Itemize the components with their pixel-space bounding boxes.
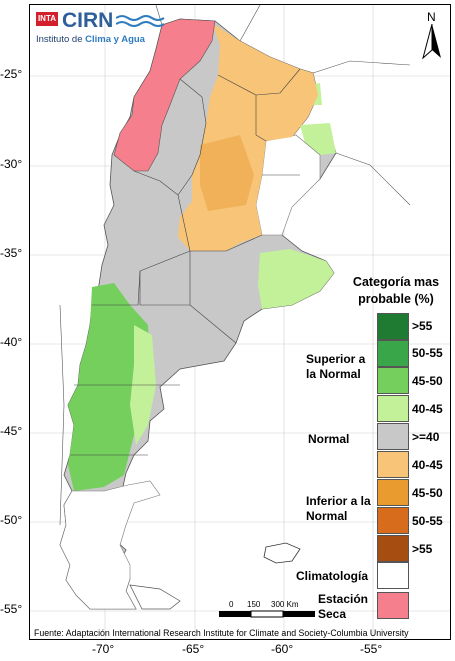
legend-swatch — [377, 562, 409, 589]
lon-label: -60° — [271, 642, 294, 656]
north-letter: N — [427, 10, 436, 24]
legend-label: 40-45 — [412, 458, 443, 472]
legend-group-inferior: Inferior a la Normal — [306, 494, 371, 523]
legend-swatch — [377, 367, 409, 394]
north-arrow: N — [421, 10, 443, 60]
lon-label: -70° — [92, 642, 115, 656]
zone-climatology-litoral — [255, 134, 321, 236]
zone-inferior-center-darker — [200, 135, 254, 211]
legend-swatch — [377, 479, 409, 506]
legend-label: >55 — [412, 319, 433, 333]
legend-label: 50-55 — [412, 514, 443, 528]
legend-group-superior: Superior a la Normal — [306, 352, 366, 381]
lon-label: -65° — [182, 642, 205, 656]
zone-superior-northeast — [300, 123, 336, 155]
lat-label: -25° — [0, 67, 23, 81]
lat-label: -45° — [0, 424, 23, 438]
scale-label: 150 — [247, 600, 261, 609]
zone-dry-season-northwest — [113, 18, 216, 172]
legend-swatch — [377, 423, 409, 450]
legend-label: Climatología — [296, 569, 369, 583]
water-waves-icon — [116, 15, 165, 27]
north-arrow-icon — [422, 24, 441, 60]
legend-label: >55 — [412, 542, 433, 556]
legend-swatch — [377, 451, 409, 478]
legend-swatch — [377, 592, 409, 619]
legend-swatch — [377, 535, 409, 562]
province-borders — [70, 68, 301, 456]
legend-title: Categoría mas probable (%) — [352, 275, 440, 306]
neighbour-borders — [59, 5, 411, 526]
scale-label: 0 — [229, 600, 234, 609]
legend-swatch — [377, 313, 409, 340]
lat-label: -55° — [0, 602, 23, 616]
logo-subtitle: Instituto de Clima y Agua — [36, 34, 145, 45]
logo-name: CIRN — [62, 9, 114, 32]
legend-label: Estación Seca — [318, 592, 369, 621]
legend-label: 50-55 — [412, 346, 443, 360]
scale-bar-graphic — [219, 610, 315, 618]
inta-badge: INTA — [36, 12, 58, 26]
lat-label: -30° — [0, 157, 23, 171]
legend-label: 45-50 — [412, 374, 443, 388]
zone-climatology-south — [59, 480, 161, 610]
lat-label: -35° — [0, 246, 23, 260]
cirn-logo: INTA CIRN Instituto de Clima y Agua — [36, 9, 166, 50]
zone-superior-buenos-aires — [258, 249, 334, 309]
legend-swatch — [377, 395, 409, 422]
tierra-del-fuego — [129, 584, 181, 610]
lat-label: -50° — [0, 513, 23, 527]
argentina-map — [30, 5, 450, 639]
legend-swatch — [377, 507, 409, 534]
islas-malvinas — [263, 542, 301, 564]
scale-label: 300 Km — [271, 600, 299, 609]
source-credit: Fuente: Adaptación International Researc… — [34, 628, 409, 638]
legend-swatch — [377, 340, 409, 367]
legend-label: >=40 — [412, 430, 440, 444]
zone-superior-patagonia — [68, 283, 150, 491]
legend-group-normal: Normal — [308, 432, 350, 446]
lat-label: -40° — [0, 335, 23, 349]
lon-label: -55° — [360, 642, 383, 656]
legend-label: 40-45 — [412, 402, 443, 416]
legend-label: 45-50 — [412, 486, 443, 500]
zone-inferior-center-north — [178, 23, 318, 251]
